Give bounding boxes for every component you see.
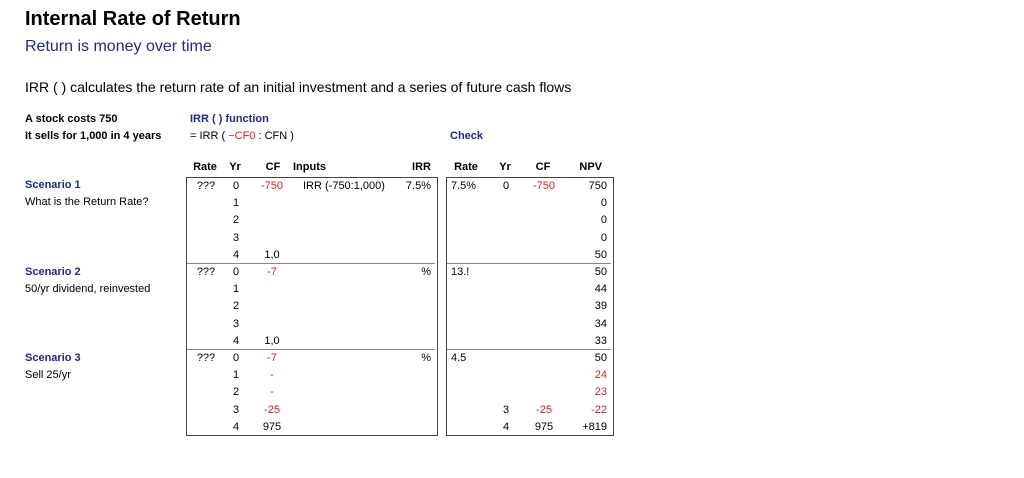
left-row-cf: - xyxy=(270,369,274,382)
description-text: IRR ( ) calculates the return rate of an… xyxy=(25,79,572,95)
right-row-npv: 24 xyxy=(594,369,607,382)
right-row-yr: 0 xyxy=(502,180,510,192)
formula-suffix: : CFN ) xyxy=(255,130,294,142)
right-row-npv: 0 xyxy=(600,197,607,210)
right-row-npv: 750 xyxy=(588,180,607,192)
scenario-1-name: Scenario 1 xyxy=(25,179,81,191)
right-row-npv: 23 xyxy=(594,386,607,399)
right-row-npv: 50 xyxy=(594,248,607,261)
left-row-inputs: IRR (-750:1,000) xyxy=(303,180,385,192)
left-row-yr: 4 xyxy=(232,420,240,433)
left-row-cf: 975 xyxy=(262,420,282,433)
right-header-cf: CF xyxy=(535,161,551,173)
left-row-irr: 7.5% xyxy=(405,180,431,192)
right-row-rate: 13.! xyxy=(451,266,470,278)
right-row-npv: 34 xyxy=(594,317,607,330)
right-header-yr: Yr xyxy=(499,161,511,173)
left-row-irr: % xyxy=(421,266,431,278)
right-row-npv: 33 xyxy=(594,334,607,347)
left-header-inputs: Inputs xyxy=(293,161,326,173)
scenario-divider xyxy=(447,349,611,350)
left-row-yr: 3 xyxy=(232,403,240,416)
check-table: 7.5% 0 -750 750 0 0 0 50 13.! 50 44 39 34 33 4.5 50 24 23… xyxy=(446,177,614,436)
left-row-cf: -750 xyxy=(260,180,284,192)
right-header-rate: Rate xyxy=(454,161,478,173)
left-row-yr: 0 xyxy=(232,180,240,192)
left-row-rate: ??? xyxy=(196,352,216,364)
left-row-cf: -7 xyxy=(267,352,277,364)
left-row-yr: 2 xyxy=(232,300,240,313)
left-row-yr: 4 xyxy=(232,248,240,261)
page-subtitle: Return is money over time xyxy=(25,38,212,55)
left-row-yr: 2 xyxy=(232,214,240,227)
left-row-yr: 3 xyxy=(232,317,240,330)
scenario-divider xyxy=(187,263,435,264)
setup-line-2: It sells for 1,000 in 4 years xyxy=(25,130,162,142)
left-row-yr: 3 xyxy=(232,231,240,244)
right-row-npv: 0 xyxy=(600,214,607,227)
scenario-1-desc: What is the Return Rate? xyxy=(25,196,149,208)
right-row-npv: +819 xyxy=(582,420,607,433)
right-row-npv: 44 xyxy=(594,283,607,296)
left-row-yr: 4 xyxy=(232,334,240,347)
right-row-rate: 7.5% xyxy=(451,180,477,192)
left-header-irr: IRR xyxy=(412,161,431,173)
left-row-yr: 1 xyxy=(232,283,240,296)
scenario-2-name: Scenario 2 xyxy=(25,266,81,278)
left-row-yr: 1 xyxy=(232,369,240,382)
function-formula: = IRR ( −CF0 : CFN ) xyxy=(190,130,294,142)
left-row-cf: - xyxy=(270,386,274,399)
formula-prefix: = IRR ( xyxy=(190,130,229,142)
left-row-rate: ??? xyxy=(196,266,216,278)
left-row-yr: 0 xyxy=(232,352,240,364)
left-row-cf: 1,0 xyxy=(264,334,280,347)
left-row-yr: 0 xyxy=(232,266,240,278)
left-row-cf: -7 xyxy=(267,266,277,278)
right-row-rate: 4.5 xyxy=(451,352,467,364)
inputs-table: ??? 0 -750 IRR (-750:1,000) 7.5% 1 2 3 4 1,0??? 0 -… xyxy=(186,177,438,436)
left-header-rate: Rate xyxy=(193,161,217,173)
formula-arg: −CF0 xyxy=(228,130,256,142)
right-row-cf: 975 xyxy=(534,420,554,433)
setup-line-1: A stock costs 750 xyxy=(25,113,118,125)
page-title: Internal Rate of Return xyxy=(25,8,241,30)
right-row-npv: 50 xyxy=(594,266,607,278)
right-row-npv: 0 xyxy=(600,231,607,244)
left-row-rate: ??? xyxy=(196,180,216,192)
right-row-yr: 3 xyxy=(502,403,510,416)
left-header-yr: Yr xyxy=(229,161,241,173)
scenario-3-name: Scenario 3 xyxy=(25,352,81,364)
left-header-cf: CF xyxy=(265,161,281,173)
right-row-yr: 4 xyxy=(502,420,510,433)
scenario-2-desc: 50/yr dividend, reinvested xyxy=(25,283,151,295)
left-row-cf: 1,0 xyxy=(264,248,280,261)
check-heading: Check xyxy=(450,130,484,142)
left-row-cf: -25 xyxy=(264,403,280,416)
scenario-divider xyxy=(447,263,611,264)
left-row-yr: 1 xyxy=(232,197,240,210)
right-row-npv: -22 xyxy=(591,403,607,416)
right-row-cf: -750 xyxy=(532,180,556,192)
right-header-npv: NPV xyxy=(579,161,602,173)
right-row-npv: 50 xyxy=(594,352,607,364)
left-row-irr: % xyxy=(421,352,431,364)
right-row-npv: 39 xyxy=(594,300,607,313)
right-row-cf: -25 xyxy=(536,403,552,416)
function-heading: IRR ( ) function xyxy=(190,113,269,125)
scenario-3-desc: Sell 25/yr xyxy=(25,369,71,381)
left-row-yr: 2 xyxy=(232,386,240,399)
scenario-divider xyxy=(187,349,435,350)
